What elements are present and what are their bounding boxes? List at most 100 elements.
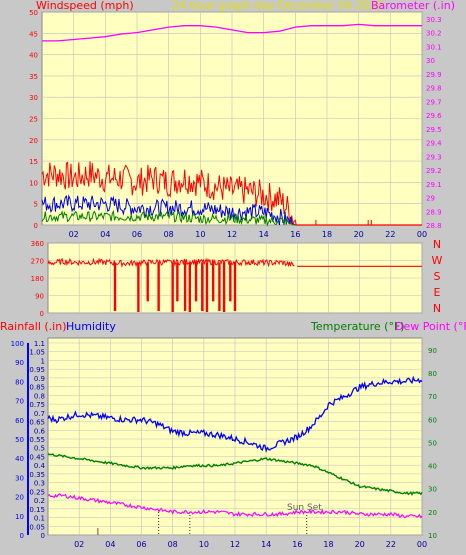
wind-tick-label: 15 — [29, 158, 38, 166]
x-tick-label: 14 — [261, 540, 271, 549]
rainfall-axis-ticks: 00.050.10.150.20.250.30.350.40.450.50.55… — [29, 340, 45, 540]
direction-tick-label: 270 — [31, 258, 44, 266]
barometer-tick-label: 29.9 — [426, 71, 442, 79]
x-tick-label: 22 — [385, 230, 395, 239]
wind-panel-x-ticks: 02 04 06 08 10 12 14 16 18 20 22 00 — [69, 230, 428, 239]
x-tick-label: 08 — [164, 230, 174, 239]
humidity-tick-label: 60 — [15, 417, 24, 425]
direction-letter: E — [434, 286, 441, 299]
wind-panel-grid — [42, 11, 423, 226]
wind-tick-label: 30 — [29, 94, 38, 102]
barometer-tick-label: 29.3 — [426, 153, 442, 161]
wind-tick-label: 0 — [34, 222, 38, 230]
wind-tick-label: 20 — [29, 137, 38, 145]
humidity-tick-label: 0 — [20, 532, 24, 540]
temperature-series — [47, 453, 423, 496]
direction-tick-label: 0 — [40, 310, 44, 318]
direction-panel-data — [47, 257, 422, 313]
direction-letter: N — [433, 238, 441, 251]
wind-panel-data — [41, 23, 422, 227]
sunset-label: Sun Set — [287, 503, 322, 513]
temperature-tick-label: 60 — [428, 416, 437, 424]
rainfall-tick-label: 0.7 — [34, 410, 45, 418]
wind-tick-label: 35 — [29, 73, 38, 81]
x-tick-label: 04 — [100, 230, 110, 239]
rainfall-tick-label: 0.1 — [34, 515, 45, 523]
humidity-tick-label: 90 — [15, 359, 24, 367]
temperature-tick-label: 40 — [428, 463, 437, 471]
temperature-tick-label: 20 — [428, 509, 437, 517]
barometer-tick-label: 28.9 — [426, 208, 442, 216]
x-tick-label: 12 — [227, 230, 237, 239]
x-tick-label: 18 — [323, 540, 333, 549]
low-series — [41, 209, 299, 227]
rainfall-tick-label: 0 — [41, 532, 45, 540]
barometer-tick-label: 28.8 — [426, 222, 442, 230]
humidity-tick-label: 50 — [15, 436, 24, 444]
humidity-tick-label: 10 — [15, 513, 24, 521]
dewpoint-axis-title: Dew Point (°F) — [395, 320, 466, 333]
direction-tick-label: 360 — [31, 240, 44, 248]
wind-axis-ticks: 0 5 10 15 20 25 30 35 40 45 50 — [29, 9, 38, 230]
barometer-tick-label: 29.6 — [426, 112, 442, 120]
humidity-axis-title: Humidity — [66, 320, 116, 333]
temperature-panel-grid — [48, 338, 423, 536]
wind-tick-label: 10 — [29, 179, 38, 187]
rainfall-tick-label: 0.15 — [29, 506, 45, 514]
x-tick-label: 00 — [417, 230, 427, 239]
temperature-tick-label: 80 — [428, 370, 437, 378]
direction-axis-ticks: 0 90 180 270 360 — [31, 240, 44, 318]
dew-point-series — [47, 493, 423, 519]
rainfall-tick-label: 0.55 — [29, 436, 45, 444]
direction-series — [47, 257, 295, 268]
x-tick-label: 08 — [168, 540, 178, 549]
barometer-tick-label: 29.4 — [426, 140, 442, 148]
x-tick-label: 00 — [417, 540, 427, 549]
rainfall-tick-label: 0.9 — [34, 375, 45, 383]
rainfall-tick-label: 0.85 — [29, 384, 45, 392]
temperature-axis-title: Temperature (°F) — [310, 320, 405, 333]
x-tick-label: 20 — [354, 230, 364, 239]
rainfall-tick-label: 0.35 — [29, 471, 45, 479]
wind-axis-title: Windspeed (mph) — [36, 0, 134, 12]
rainfall-tick-label: 0.75 — [29, 401, 45, 409]
rainfall-axis-title: Rainfall (.in) — [0, 320, 67, 333]
wind-tick-label: 40 — [29, 52, 38, 60]
barometer-tick-label: 29.2 — [426, 167, 442, 175]
x-tick-label: 16 — [290, 230, 300, 239]
rainfall-tick-label: 0.05 — [29, 523, 45, 531]
humidity-axis-ticks: 0 10 20 30 40 50 60 70 80 90 100 — [11, 340, 29, 540]
barometer-axis-ticks: 28.8 28.9 29 29.1 29.2 29.3 29.4 29.5 29.6 29.7 29… — [426, 16, 442, 230]
direction-letter: S — [434, 270, 441, 283]
barometer-tick-label: 30.2 — [426, 30, 442, 38]
direction-tick-label: 180 — [31, 275, 44, 283]
barometer-tick-label: 30.3 — [426, 16, 442, 24]
rainfall-tick-label: 0.3 — [34, 480, 45, 488]
humidity-tick-label: 40 — [15, 455, 24, 463]
barometer-tick-label: 29.7 — [426, 98, 442, 106]
temperature-axis-ticks: 10 20 30 40 50 60 70 80 90 — [428, 347, 437, 540]
barometer-series — [42, 23, 422, 42]
barometer-tick-label: 29 — [426, 195, 435, 203]
temperature-tick-label: 30 — [428, 486, 437, 494]
rainfall-tick-label: 0.45 — [29, 453, 45, 461]
humidity-tick-label: 30 — [15, 474, 24, 482]
x-tick-label: 20 — [355, 540, 365, 549]
temperature-tick-label: 10 — [428, 532, 437, 540]
rainfall-tick-label: 0.4 — [34, 462, 46, 470]
rainfall-tick-label: 0.5 — [34, 445, 45, 453]
direction-letter: N — [433, 302, 441, 315]
x-tick-label: 02 — [74, 540, 84, 549]
x-tick-label: 12 — [230, 540, 240, 549]
rainfall-tick-label: 0.95 — [29, 366, 45, 374]
humidity-tick-label: 20 — [15, 494, 24, 502]
barometer-tick-label: 29.8 — [426, 85, 442, 93]
x-tick-label: 06 — [132, 230, 142, 239]
barometer-tick-label: 30.1 — [426, 43, 442, 51]
gust-series — [41, 161, 299, 227]
humidity-tick-label: 80 — [15, 378, 24, 386]
barometer-tick-label: 29.5 — [426, 126, 442, 134]
